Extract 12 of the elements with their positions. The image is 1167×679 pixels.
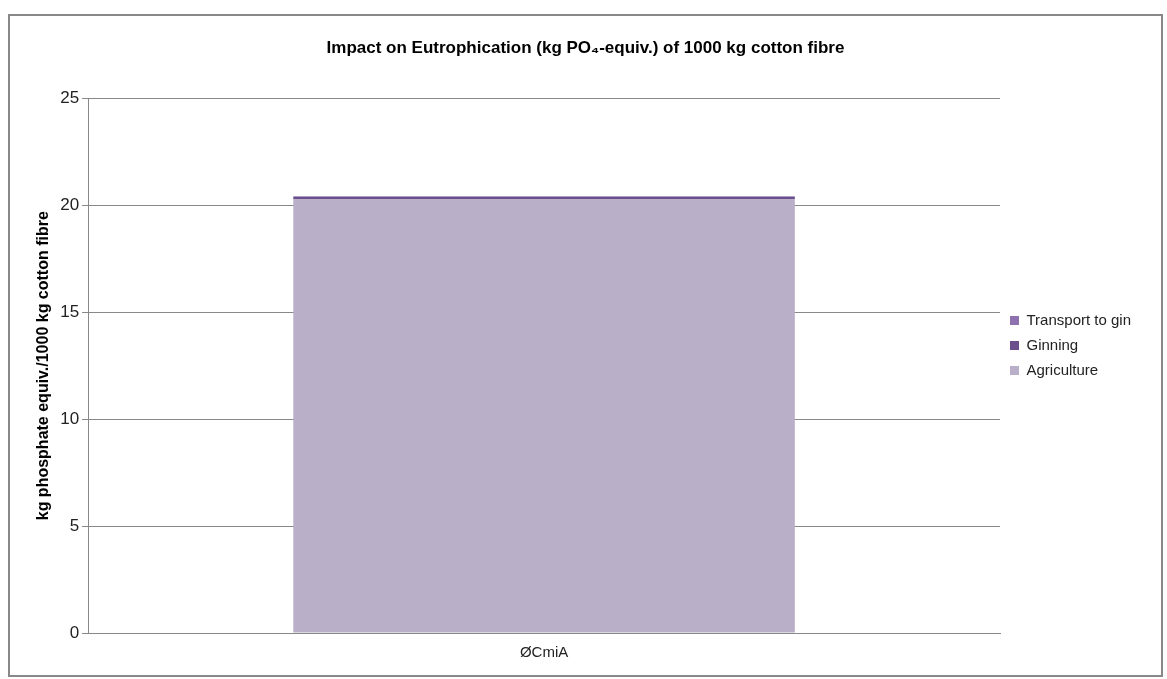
y-tick-label: 20 (60, 195, 80, 215)
legend-label: Agriculture (1026, 360, 1099, 378)
x-tick-label: ØCmiA (519, 643, 569, 661)
legend-label: Transport to gin (1026, 310, 1132, 328)
y-tick-label: 10 (60, 408, 80, 428)
legend-label: Ginning (1026, 335, 1079, 353)
chart-title: Impact on Eutrophication (kg PO₄-equiv.) of 1000 kg cotton fibre (326, 37, 845, 57)
y-tick-label: 5 (69, 515, 80, 535)
y-tick-label: 0 (69, 622, 80, 642)
y-tick-label: 25 (60, 88, 80, 108)
y-tick-label: 15 (60, 301, 80, 321)
y-axis-title: kg phosphate equiv./1000 kg cotton fibre (34, 211, 52, 521)
